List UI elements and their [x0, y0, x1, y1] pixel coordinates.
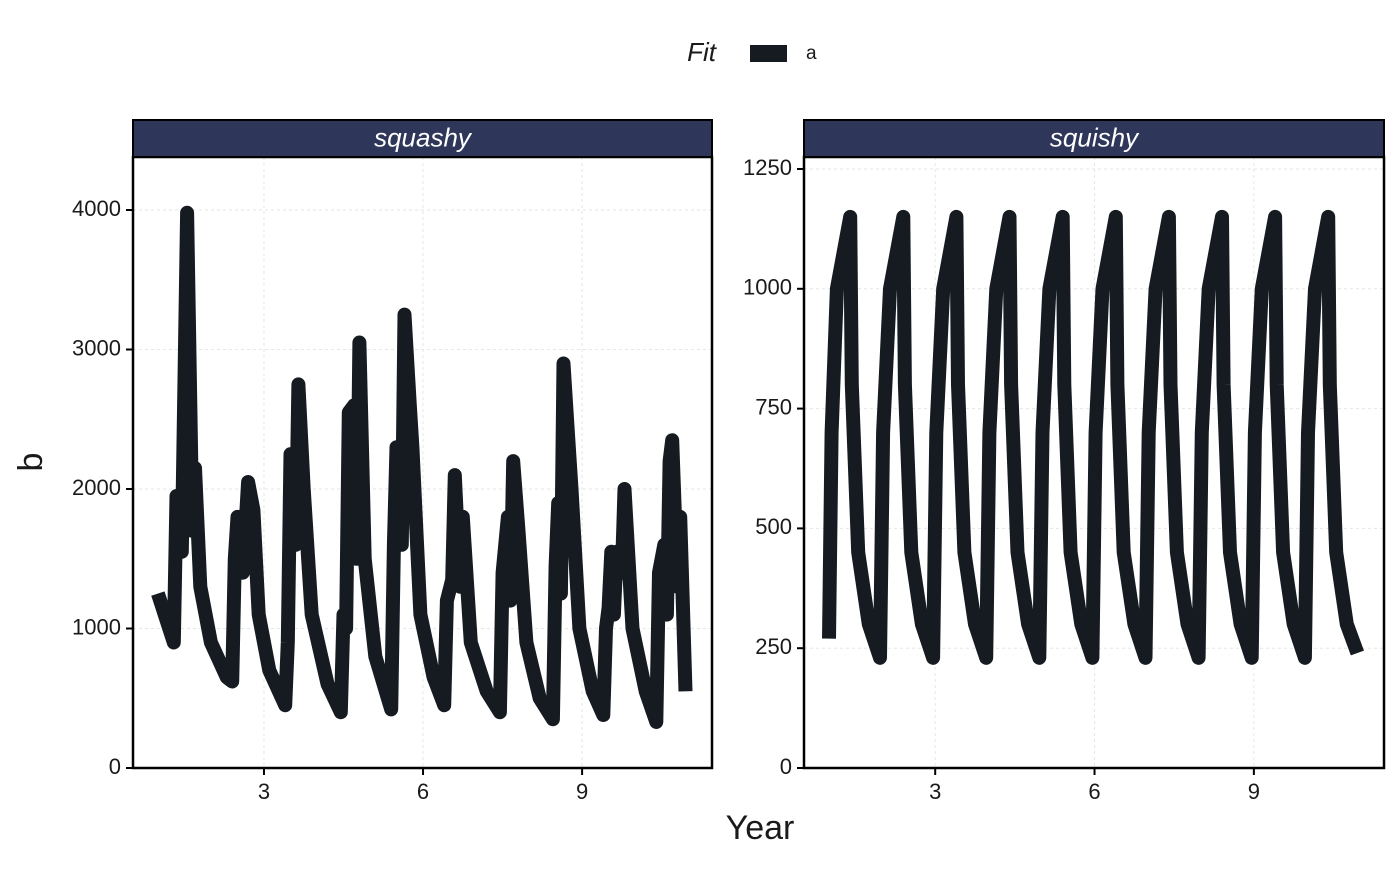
x-tick-label: 3	[258, 779, 270, 804]
y-tick-label: 4000	[72, 196, 121, 221]
y-tick-label: 1250	[743, 155, 792, 180]
strip	[132, 119, 713, 158]
x-tick-label: 9	[576, 779, 588, 804]
y-tick-label: 3000	[72, 335, 121, 360]
data-line	[151, 205, 693, 729]
x-tick-label: 3	[929, 779, 941, 804]
x-tick-label: 9	[1248, 779, 1260, 804]
y-tick-label: 750	[755, 394, 792, 419]
y-tick-label: 1000	[72, 614, 121, 639]
y-tick-label: 250	[755, 634, 792, 659]
strip-label: squashy	[374, 122, 473, 152]
strip-label: squishy	[1050, 122, 1140, 152]
y-tick-label: 0	[780, 754, 792, 779]
strip	[803, 119, 1385, 158]
y-tick-label: 1000	[743, 275, 792, 300]
x-tick-label: 6	[417, 779, 429, 804]
y-tick-label: 0	[109, 754, 121, 779]
x-axis-title: Year	[726, 809, 795, 847]
legend-label: a	[806, 43, 817, 64]
y-tick-label: 500	[755, 514, 792, 539]
legend-title: Fit	[687, 37, 718, 67]
y-tick-label: 2000	[72, 475, 121, 500]
data-line	[822, 209, 1364, 665]
legend-key	[750, 45, 787, 62]
y-axis-title: b	[12, 453, 50, 472]
x-tick-label: 6	[1088, 779, 1100, 804]
